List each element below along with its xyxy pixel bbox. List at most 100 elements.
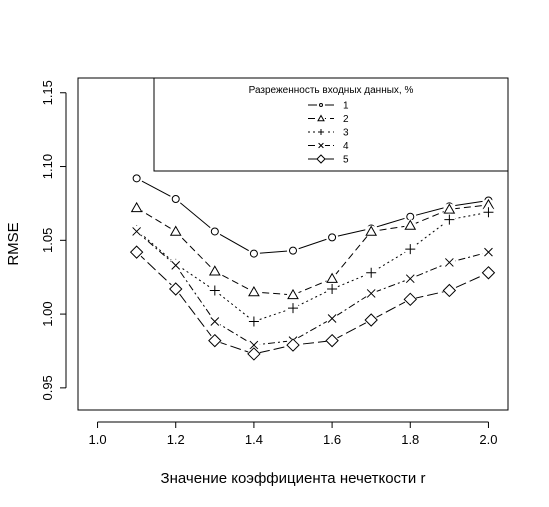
data-point bbox=[208, 265, 221, 278]
series-line bbox=[136, 177, 489, 255]
legend-entry: 4 bbox=[308, 141, 349, 152]
legend-marker-gap bbox=[317, 101, 325, 109]
data-point bbox=[247, 315, 260, 328]
series-line bbox=[136, 251, 489, 355]
legend-entry: 5 bbox=[308, 154, 349, 166]
marker-diamond bbox=[129, 245, 144, 259]
marker-gap bbox=[247, 347, 260, 360]
y-tick-label: 1.10 bbox=[40, 154, 55, 179]
marker-plus bbox=[405, 244, 416, 255]
marker-triangle bbox=[365, 225, 378, 236]
x-axis-label: Значение коэффициента нечеткости r bbox=[161, 470, 426, 487]
data-point bbox=[365, 266, 378, 279]
data-point bbox=[443, 256, 456, 269]
marker-plus bbox=[444, 214, 455, 225]
marker-plus bbox=[483, 207, 494, 218]
marker-circle bbox=[289, 246, 297, 255]
marker-gap bbox=[169, 283, 182, 296]
marker-cross bbox=[210, 317, 220, 326]
marker-cross bbox=[327, 314, 337, 323]
marker-cross bbox=[484, 247, 493, 257]
legend-marker-gap bbox=[317, 155, 325, 163]
marker-diamond bbox=[286, 338, 300, 352]
y-axis-label: RMSE bbox=[5, 222, 22, 265]
marker-diamond bbox=[481, 266, 496, 280]
y-tick-label: 1.15 bbox=[40, 80, 55, 105]
data-point bbox=[208, 225, 221, 238]
marker-gap bbox=[208, 265, 221, 278]
data-point bbox=[208, 333, 222, 348]
legend-label: 3 bbox=[343, 128, 349, 139]
marker-gap bbox=[169, 192, 182, 205]
marker-plus bbox=[327, 284, 338, 295]
data-point bbox=[129, 245, 144, 259]
series-layer bbox=[129, 172, 496, 361]
marker-diamond bbox=[403, 292, 417, 307]
data-point bbox=[130, 201, 143, 214]
marker-gap bbox=[169, 225, 182, 238]
y-axis: 0.95 1.00 1.05 1.10 1.15 bbox=[40, 80, 67, 401]
data-point bbox=[169, 282, 183, 296]
marker-circle bbox=[328, 233, 337, 242]
data-point bbox=[482, 246, 495, 259]
marker-gap bbox=[443, 284, 456, 297]
legend-entry: 1 bbox=[308, 101, 349, 112]
data-point bbox=[482, 206, 495, 219]
data-point bbox=[287, 244, 299, 257]
marker-diamond bbox=[316, 154, 326, 164]
marker-gap bbox=[130, 201, 143, 214]
marker-gap bbox=[365, 313, 378, 326]
legend-label: 5 bbox=[343, 155, 349, 166]
data-point bbox=[365, 225, 378, 238]
x-tick-label: 1.8 bbox=[401, 432, 419, 447]
series-3 bbox=[130, 206, 495, 328]
marker-gap bbox=[365, 225, 378, 238]
data-point bbox=[130, 225, 143, 238]
data-point bbox=[247, 347, 261, 361]
marker-circle bbox=[132, 174, 141, 183]
x-tick-label: 1.2 bbox=[167, 432, 185, 447]
marker-triangle bbox=[130, 201, 143, 213]
x-tick-label: 2.0 bbox=[479, 432, 497, 447]
marker-diamond bbox=[169, 282, 183, 296]
legend-entry: 2 bbox=[308, 114, 349, 125]
data-point bbox=[208, 284, 221, 297]
data-point bbox=[404, 272, 417, 285]
marker-diamond bbox=[325, 333, 339, 348]
data-point bbox=[169, 225, 182, 238]
marker-gap bbox=[404, 219, 417, 232]
marker-gap bbox=[443, 203, 456, 216]
marker-gap bbox=[130, 246, 143, 259]
y-tick-label: 1.05 bbox=[40, 228, 55, 253]
marker-circle bbox=[171, 194, 180, 203]
legend-label: 1 bbox=[343, 101, 349, 112]
data-point bbox=[130, 172, 143, 185]
data-point bbox=[442, 283, 457, 298]
marker-cross bbox=[366, 289, 376, 298]
marker-triangle bbox=[248, 285, 260, 297]
marker-triangle bbox=[443, 203, 456, 214]
marker-diamond bbox=[364, 313, 378, 327]
marker-triangle bbox=[169, 225, 182, 236]
marker-cross bbox=[171, 261, 181, 270]
marker-diamond bbox=[208, 333, 222, 348]
y-tick-label: 0.95 bbox=[40, 375, 55, 400]
data-point bbox=[443, 213, 456, 226]
marker-gap bbox=[404, 210, 417, 223]
data-point bbox=[208, 315, 221, 328]
marker-gap bbox=[287, 339, 299, 352]
data-point bbox=[169, 259, 182, 272]
marker-gap bbox=[287, 288, 299, 301]
marker-gap bbox=[247, 285, 260, 298]
marker-gap bbox=[287, 244, 299, 257]
data-point bbox=[403, 292, 417, 307]
data-point bbox=[287, 288, 299, 301]
marker-triangle bbox=[317, 114, 325, 122]
y-tick-label: 1.00 bbox=[40, 301, 55, 326]
series-line bbox=[136, 231, 489, 346]
series-1 bbox=[130, 172, 495, 260]
data-point bbox=[326, 283, 339, 296]
data-point bbox=[364, 313, 378, 327]
marker-gap bbox=[326, 231, 339, 244]
